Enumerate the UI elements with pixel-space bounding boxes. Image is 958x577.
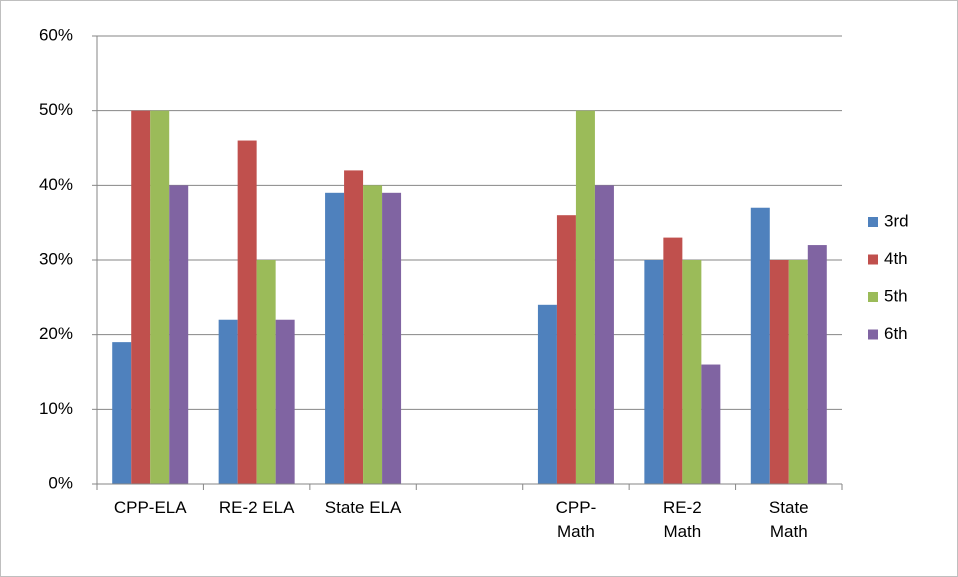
bar: [556, 215, 576, 484]
legend-marker: [868, 292, 878, 302]
bar: [363, 185, 383, 485]
bar: [275, 319, 295, 484]
legend-marker: [868, 254, 878, 265]
legend-marker: [868, 217, 878, 227]
bar: [682, 260, 702, 484]
y-tick-label: 30%: [39, 249, 73, 268]
bar: [150, 110, 170, 485]
bar: [169, 185, 189, 485]
y-tick-label: 20%: [39, 324, 73, 343]
bar: [112, 342, 132, 484]
bar: [382, 192, 402, 485]
legend-label: 5th: [884, 286, 908, 305]
bar: [594, 185, 614, 485]
bar: [537, 304, 557, 484]
bar: [344, 170, 364, 484]
x-tick-label: RE-2 Math: [662, 498, 702, 541]
bar: [807, 245, 827, 484]
bar: [750, 207, 770, 484]
bar: [218, 319, 238, 484]
x-tick-label: CPP-ELA: [113, 498, 187, 517]
legend-label: 6th: [884, 324, 908, 343]
y-tick-label: 60%: [39, 25, 73, 44]
bar: [663, 237, 683, 484]
y-tick-label: 0%: [48, 473, 73, 492]
bar: [237, 140, 257, 485]
y-tick-label: 50%: [39, 100, 73, 119]
x-tick-label: RE-2 ELA: [218, 498, 295, 517]
y-tick-label: 10%: [39, 399, 73, 418]
x-tick-label: CPP- Math: [555, 498, 597, 541]
bar: [325, 192, 345, 485]
bar: [701, 364, 721, 484]
bar: [131, 110, 151, 485]
legend-marker: [868, 329, 878, 340]
bar: [644, 260, 664, 484]
bar: [769, 260, 789, 484]
bar: [256, 260, 276, 484]
legend-label: 3rd: [884, 211, 909, 230]
legend-label: 4th: [884, 249, 908, 268]
x-tick-label: State ELA: [324, 498, 402, 517]
bar: [788, 260, 808, 484]
bar: [575, 110, 595, 485]
y-tick-label: 40%: [39, 175, 73, 194]
x-tick-label: State Math: [768, 498, 809, 541]
